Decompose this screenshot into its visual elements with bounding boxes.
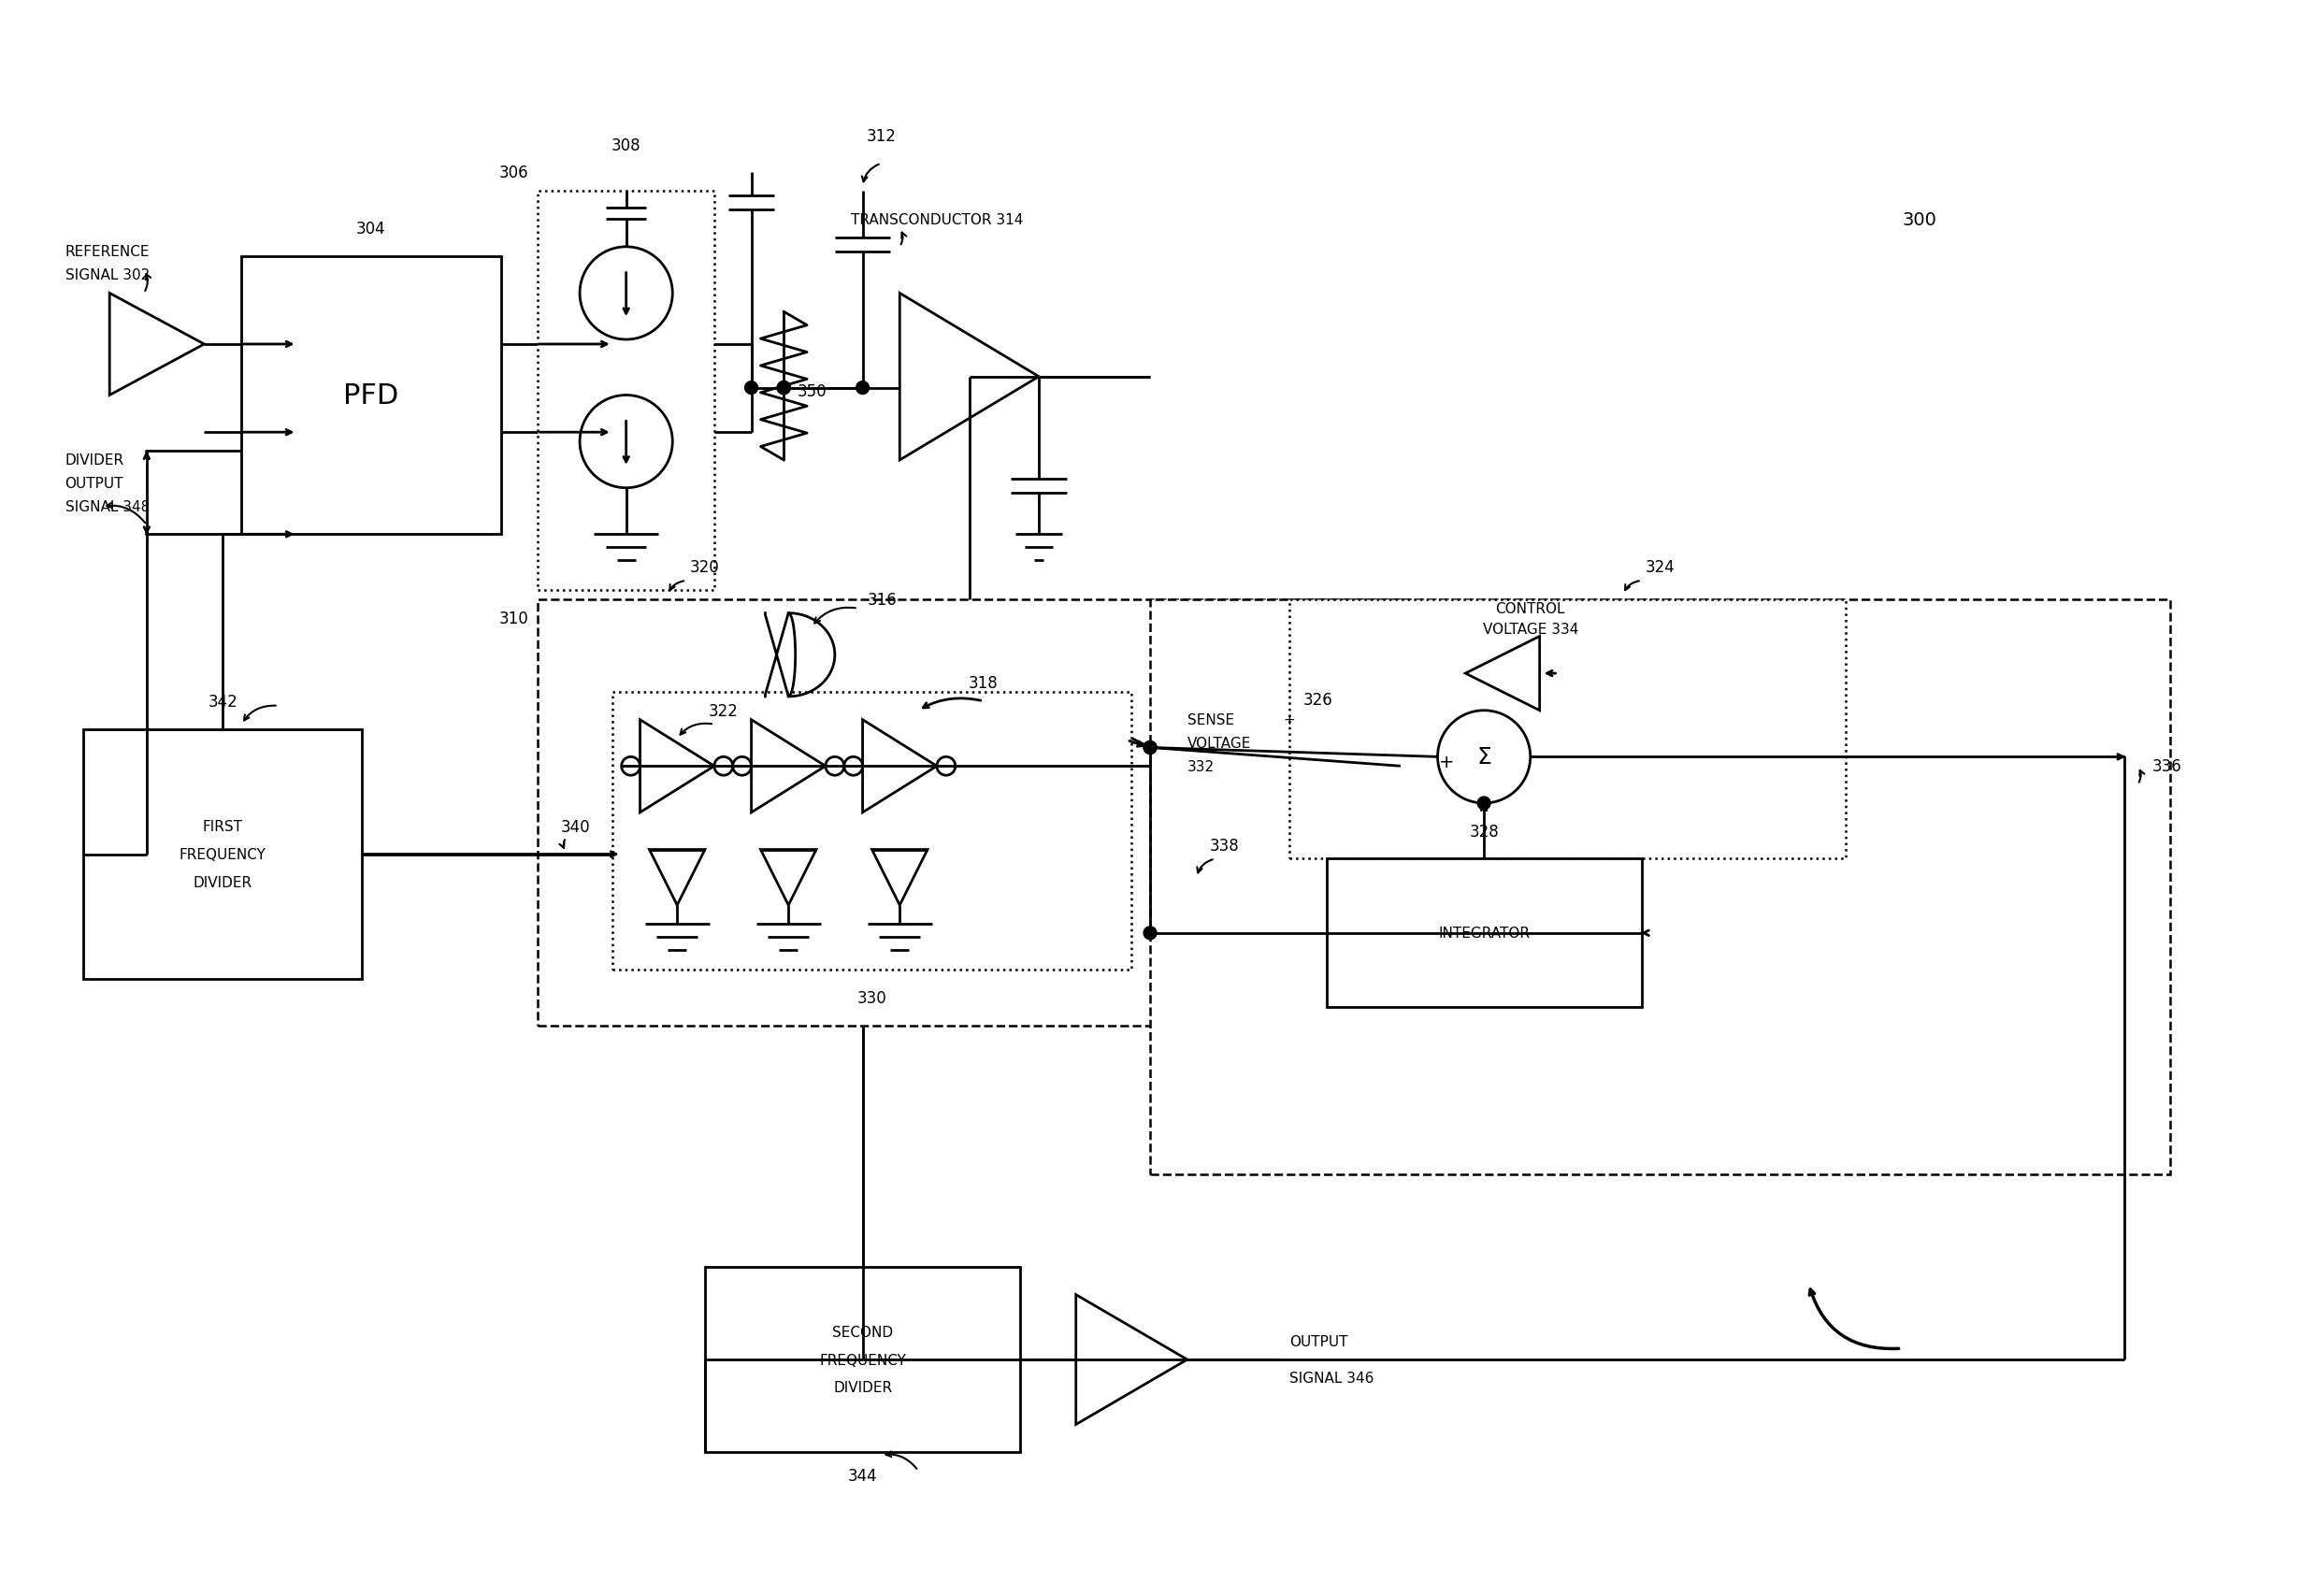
Text: 310: 310 [498,610,528,627]
Circle shape [857,381,868,394]
Text: 330: 330 [857,990,887,1007]
Text: FREQUENCY: FREQUENCY [820,1353,906,1366]
Text: TRANSCONDUCTOR 314: TRANSCONDUCTOR 314 [850,212,1024,227]
Text: 324: 324 [1644,559,1674,576]
Text: 326: 326 [1304,691,1332,709]
Bar [1327,859,1642,1007]
Text: DIVIDER: DIVIDER [834,1381,892,1395]
Text: 328: 328 [1468,824,1498,839]
Text: 312: 312 [866,128,896,145]
Bar [611,693,1133,970]
Text: SENSE: SENSE [1188,713,1234,728]
Text: OUTPUT: OUTPUT [1290,1334,1348,1349]
Bar [1290,600,1846,859]
Text: REFERENCE: REFERENCE [65,246,151,259]
Text: 308: 308 [611,137,642,153]
Text: INTEGRATOR: INTEGRATOR [1438,926,1531,940]
Text: 322: 322 [709,702,739,720]
Text: 320: 320 [690,559,720,576]
Circle shape [778,381,790,394]
Circle shape [1478,796,1492,811]
Bar [241,257,500,535]
Text: 316: 316 [866,591,896,608]
Text: 342: 342 [208,693,239,710]
Circle shape [1144,742,1156,755]
Text: 336: 336 [2152,758,2182,776]
Text: 340: 340 [560,819,591,835]
Text: 338: 338 [1209,836,1239,854]
Text: DIVIDER: DIVIDER [65,453,125,468]
Bar [1151,600,2170,1175]
Text: SIGNAL 302: SIGNAL 302 [65,268,151,282]
Circle shape [778,381,790,394]
Circle shape [1144,927,1156,940]
Text: SECOND: SECOND [831,1325,894,1339]
Text: VOLTAGE: VOLTAGE [1188,736,1251,750]
Text: OUTPUT: OUTPUT [65,477,123,492]
Text: VOLTAGE 334: VOLTAGE 334 [1482,622,1577,637]
Text: 300: 300 [1904,211,1936,228]
Circle shape [746,381,757,394]
Text: CONTROL: CONTROL [1496,602,1566,616]
Text: +: + [1283,713,1295,728]
Bar [704,1267,1021,1452]
Text: SIGNAL 348: SIGNAL 348 [65,500,151,514]
Bar [83,729,361,980]
Text: 350: 350 [797,383,827,399]
Bar [537,192,713,591]
Text: DIVIDER: DIVIDER [192,875,252,889]
Circle shape [778,381,790,394]
Text: 318: 318 [968,675,998,691]
Text: FREQUENCY: FREQUENCY [178,847,266,862]
Text: FIRST: FIRST [201,820,243,833]
Text: PFD: PFD [343,381,398,409]
Text: 332: 332 [1188,760,1214,774]
Text: Σ: Σ [1478,745,1492,768]
Bar [537,600,1401,1026]
Text: SIGNAL 346: SIGNAL 346 [1290,1371,1373,1385]
Circle shape [1144,742,1156,755]
Text: 304: 304 [357,220,387,238]
Text: +: + [1438,753,1454,771]
Text: 344: 344 [848,1467,878,1484]
Text: 306: 306 [500,164,528,182]
